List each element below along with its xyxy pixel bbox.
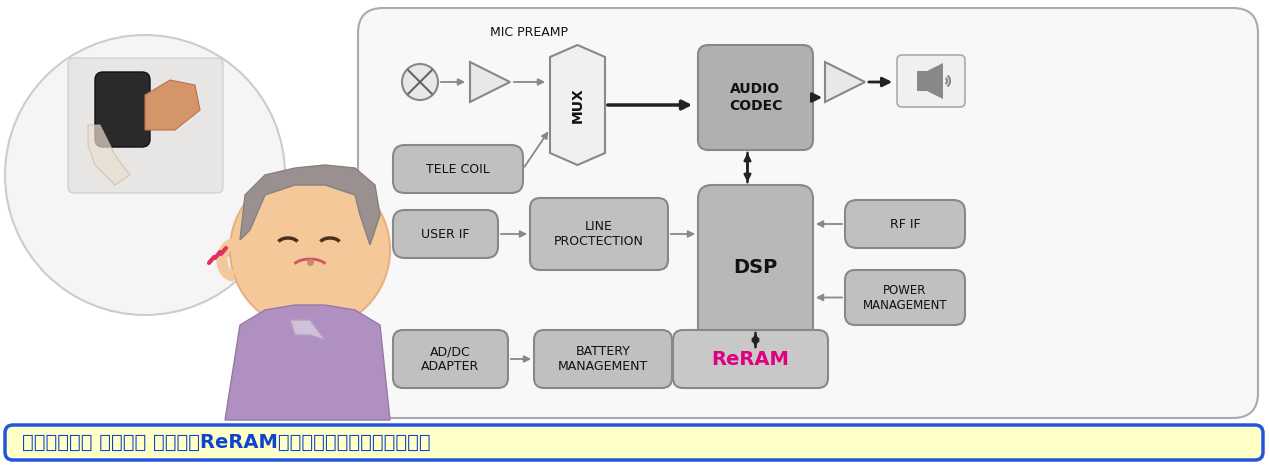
- Text: ReRAM: ReRAM: [712, 350, 789, 368]
- Polygon shape: [470, 62, 510, 102]
- Text: POWER
MANAGEMENT: POWER MANAGEMENT: [863, 284, 948, 312]
- Circle shape: [402, 64, 438, 100]
- FancyBboxPatch shape: [530, 198, 667, 270]
- FancyBboxPatch shape: [95, 72, 150, 147]
- Text: LINE
PROCTECTION: LINE PROCTECTION: [555, 220, 643, 248]
- FancyBboxPatch shape: [393, 330, 508, 388]
- Bar: [917, 71, 926, 91]
- FancyBboxPatch shape: [393, 210, 497, 258]
- FancyBboxPatch shape: [5, 425, 1263, 460]
- Text: MIC PREAMP: MIC PREAMP: [490, 26, 569, 39]
- Text: RF IF: RF IF: [890, 218, 920, 231]
- Polygon shape: [926, 63, 943, 99]
- Polygon shape: [825, 62, 865, 102]
- FancyBboxPatch shape: [358, 8, 1258, 418]
- Text: AD/DC
ADAPTER: AD/DC ADAPTER: [421, 345, 480, 373]
- Text: BATTERY
MANAGEMENT: BATTERY MANAGEMENT: [558, 345, 648, 373]
- Text: DSP: DSP: [733, 258, 778, 277]
- FancyBboxPatch shape: [673, 330, 827, 388]
- Polygon shape: [240, 165, 379, 245]
- Polygon shape: [88, 125, 129, 185]
- Polygon shape: [225, 305, 390, 420]
- FancyBboxPatch shape: [393, 145, 523, 193]
- FancyBboxPatch shape: [698, 45, 813, 150]
- FancyBboxPatch shape: [845, 200, 964, 248]
- FancyBboxPatch shape: [698, 185, 813, 350]
- FancyBboxPatch shape: [845, 270, 964, 325]
- Circle shape: [5, 35, 286, 315]
- Text: AUDIO
CODEC: AUDIO CODEC: [728, 82, 782, 113]
- Text: USER IF: USER IF: [421, 227, 470, 240]
- Text: MUX: MUX: [571, 87, 585, 123]
- Text: 可字节访问， 低功耗， 小封装的ReRAM是助听器的最佳存储器的选择: 可字节访问， 低功耗， 小封装的ReRAM是助听器的最佳存储器的选择: [22, 433, 430, 452]
- FancyBboxPatch shape: [69, 58, 223, 193]
- Polygon shape: [145, 80, 201, 130]
- Polygon shape: [549, 45, 605, 165]
- FancyBboxPatch shape: [897, 55, 964, 107]
- Circle shape: [230, 170, 390, 330]
- Text: TELE COIL: TELE COIL: [426, 162, 490, 175]
- FancyBboxPatch shape: [534, 330, 673, 388]
- Polygon shape: [291, 320, 325, 340]
